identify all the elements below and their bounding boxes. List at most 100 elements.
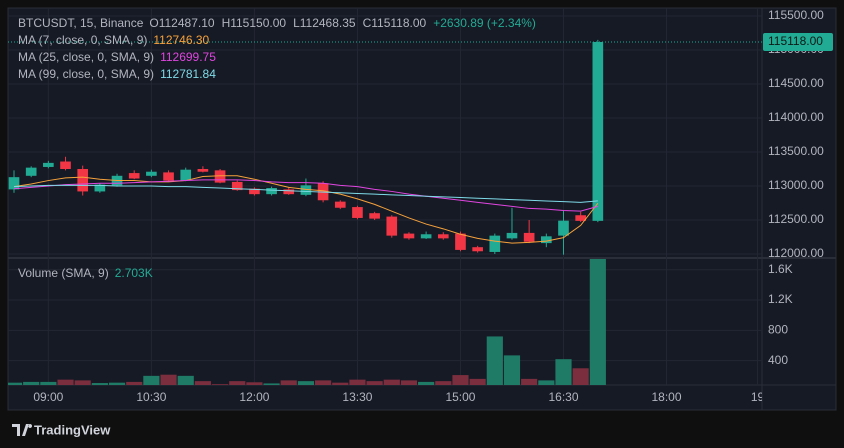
- volume-bar: [366, 381, 383, 385]
- y-tick-label: 113000.00: [768, 178, 824, 192]
- candle-body: [523, 232, 535, 242]
- volume-bar: [589, 259, 606, 385]
- volume-bar: [555, 359, 572, 385]
- volume-bar: [332, 382, 349, 385]
- ohlc-label: H115150.00: [222, 16, 287, 30]
- ohlc-label: C115118.00: [363, 16, 427, 30]
- ma-line: [13, 175, 599, 244]
- candle-body: [266, 188, 277, 195]
- candle-body: [283, 189, 295, 195]
- volume-bar: [572, 368, 589, 385]
- volume-bar: [349, 379, 366, 385]
- volume-bar: [383, 379, 400, 385]
- volume-bar: [126, 381, 143, 385]
- volume-bar: [211, 384, 229, 385]
- candle-body: [558, 220, 569, 236]
- ohlc-label: L112468.35: [293, 16, 356, 30]
- candle-body: [592, 41, 604, 221]
- candle-body: [146, 171, 157, 176]
- logo: [12, 424, 33, 436]
- volume-bar: [194, 381, 211, 385]
- volume-bar: [452, 375, 469, 385]
- legend-name: MA (25, close, 0, SMA, 9): [18, 50, 154, 64]
- x-tick-label: 15:00: [445, 390, 475, 404]
- y-tick-label: 114500.00: [768, 76, 824, 90]
- candle-body: [541, 236, 552, 244]
- y-tick-label: 400: [768, 353, 788, 367]
- volume-bar: [503, 355, 521, 385]
- volume-bar: [315, 380, 332, 385]
- candle-body: [43, 162, 54, 167]
- candle-body: [128, 173, 140, 179]
- legend-name: MA (99, close, 0, SMA, 9): [18, 67, 154, 81]
- volume-bar: [263, 383, 280, 385]
- candle-body: [386, 216, 398, 236]
- y-tick-label: 114000.00: [768, 110, 824, 124]
- volume-value: 2.703K: [115, 266, 153, 280]
- volume-bar: [435, 381, 452, 385]
- candle-body: [249, 188, 260, 195]
- candle-body: [25, 167, 37, 176]
- y-tick-label: 112500.00: [768, 212, 824, 226]
- volume-bar: [57, 379, 74, 385]
- volume-bar: [8, 382, 23, 385]
- volume-bar: [229, 381, 246, 385]
- candle-body: [352, 207, 363, 218]
- ohlc-label: +2630.89 (+2.34%): [433, 16, 536, 30]
- volume-bar: [160, 374, 177, 385]
- price-tag: [763, 32, 833, 51]
- candle-body: [300, 185, 312, 195]
- volume-bar: [400, 380, 418, 385]
- x-tick-label: 18:00: [652, 390, 682, 404]
- volume-bar: [280, 380, 297, 385]
- y-tick-label: 112000.00: [768, 246, 824, 260]
- volume-bar: [143, 375, 160, 385]
- legend-name: MA (7, close, 0, SMA, 9): [18, 33, 147, 47]
- x-tick-label: 13:30: [342, 390, 372, 404]
- volume-bar: [40, 381, 57, 385]
- volume-title: Volume (SMA, 9): [18, 266, 109, 280]
- legend-value: 112781.84: [160, 67, 216, 81]
- x-tick-label: 09:00: [33, 390, 63, 404]
- candle-body: [506, 232, 518, 239]
- x-tick-label: 12:00: [239, 390, 269, 404]
- candle-body: [403, 233, 415, 239]
- brand: TradingView: [34, 422, 111, 437]
- candle-body: [8, 177, 20, 190]
- y-tick-label: 115500.00: [768, 8, 824, 22]
- y-tick-label: 1.2K: [768, 292, 793, 306]
- ma-line: [13, 179, 598, 212]
- candle-body: [77, 169, 89, 192]
- y-tick-label: 1.6K: [768, 262, 793, 276]
- x-tick-label: 19: [751, 390, 765, 404]
- candle-body: [489, 235, 501, 252]
- candle-body: [94, 184, 106, 192]
- legend-value: 112699.75: [160, 50, 216, 64]
- candle-body: [455, 233, 466, 250]
- candle-body: [420, 234, 432, 239]
- price-tag-label: 115118.00: [768, 34, 823, 48]
- candle-body: [197, 169, 209, 172]
- candle-body: [163, 172, 174, 181]
- candle-body: [231, 181, 243, 191]
- candle-body: [472, 247, 483, 252]
- legend-value: 112746.30: [153, 33, 209, 47]
- volume-bar: [108, 382, 126, 385]
- candle-body: [437, 234, 449, 239]
- candle-body: [369, 213, 380, 219]
- candle-body: [214, 170, 226, 183]
- x-tick-label: 16:30: [548, 390, 578, 404]
- candle-body: [575, 215, 586, 221]
- volume-bar: [74, 380, 91, 385]
- chart-frame: [7, 7, 837, 411]
- x-tick-label: 10:30: [136, 390, 166, 404]
- chart-title: BTCUSDT, 15, Binance: [18, 16, 144, 30]
- volume-bar: [418, 381, 435, 385]
- volume-bar: [246, 382, 263, 385]
- volume-bar: [177, 375, 194, 385]
- volume-bar: [469, 378, 486, 385]
- volume-bar: [521, 378, 538, 385]
- ohlc-label: O112487.10: [149, 16, 214, 30]
